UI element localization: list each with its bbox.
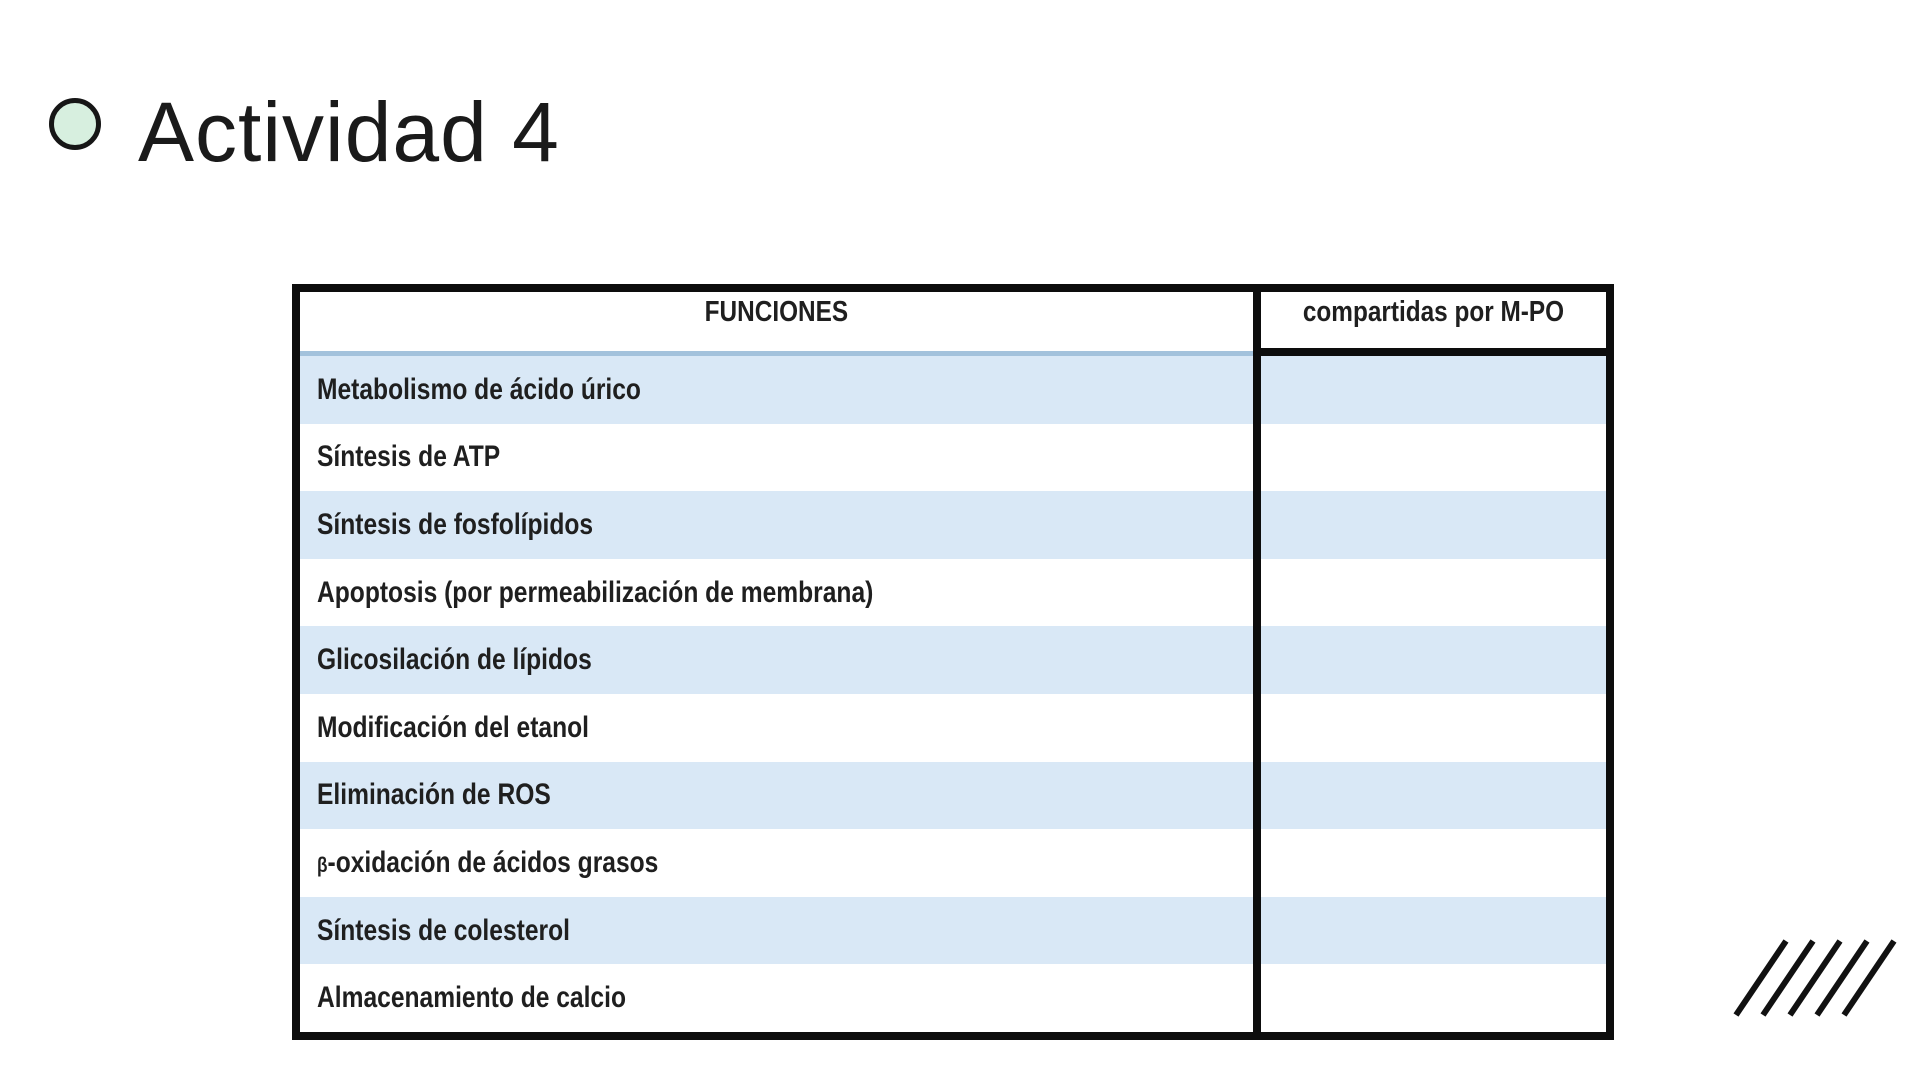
table-body: Metabolismo de ácido úrico Síntesis de AT…	[300, 356, 1606, 1032]
compartida-answer-cell[interactable]	[1261, 829, 1606, 897]
funcion-cell: Apoptosis (por permeabilización de membr…	[317, 575, 874, 609]
funcion-cell: Glicosilación de lípidos	[300, 626, 1253, 694]
compartida-answer-cell[interactable]	[1261, 626, 1606, 694]
diagonal-slashes-decoration	[1733, 939, 1897, 1017]
funcion-cell: β-oxidación de ácidos grasos	[317, 845, 659, 879]
funciones-table: FUNCIONES compartidas por M-PO Metabolis…	[292, 284, 1614, 1040]
table-row: Apoptosis (por permeabilización de membr…	[300, 559, 1606, 627]
compartida-answer-cell[interactable]	[1261, 964, 1606, 1032]
title-bullet-circle-icon	[49, 98, 101, 150]
table-header-row: FUNCIONES compartidas por M-PO	[300, 292, 1606, 356]
table-row: Eliminación de ROS	[300, 761, 1606, 830]
compartida-answer-cell[interactable]	[1261, 559, 1606, 627]
column-header-compartidas: compartidas por M-PO	[1261, 292, 1606, 356]
table-row: β-oxidación de ácidos grasos	[300, 829, 1606, 897]
column-divider	[1253, 292, 1261, 1032]
table-row: Síntesis de ATP	[300, 424, 1606, 492]
funcion-cell: Almacenamiento de calcio	[317, 981, 626, 1015]
compartida-answer-cell[interactable]	[1261, 761, 1606, 830]
table-row: Síntesis de fosfolípidos	[300, 491, 1606, 559]
funcion-cell: Síntesis de ATP	[317, 440, 501, 474]
funcion-cell: Eliminación de ROS	[300, 761, 1253, 830]
compartida-answer-cell[interactable]	[1261, 356, 1606, 424]
table-row: Metabolismo de ácido úrico	[300, 356, 1606, 424]
funcion-cell: Modificación del etanol	[317, 710, 589, 744]
funcion-cell: Metabolismo de ácido úrico	[300, 356, 1253, 424]
funcion-cell: Síntesis de fosfolípidos	[300, 491, 1253, 559]
column-header-funciones-label: FUNCIONES	[704, 296, 849, 328]
compartida-answer-cell[interactable]	[1261, 424, 1606, 492]
table-row: Modificación del etanol	[300, 694, 1606, 762]
column-header-funciones: FUNCIONES	[300, 292, 1253, 356]
compartida-answer-cell[interactable]	[1261, 694, 1606, 762]
beta-symbol: β	[317, 853, 328, 877]
column-header-compartidas-label: compartidas por M-PO	[1302, 296, 1565, 328]
funcion-cell: Síntesis de colesterol	[300, 896, 1253, 965]
table-row: Síntesis de colesterol	[300, 896, 1606, 965]
table-row: Glicosilación de lípidos	[300, 626, 1606, 694]
compartida-answer-cell[interactable]	[1261, 491, 1606, 559]
table-row: Almacenamiento de calcio	[300, 964, 1606, 1032]
slide-title: Actividad 4	[138, 85, 560, 179]
compartida-answer-cell[interactable]	[1261, 896, 1606, 965]
